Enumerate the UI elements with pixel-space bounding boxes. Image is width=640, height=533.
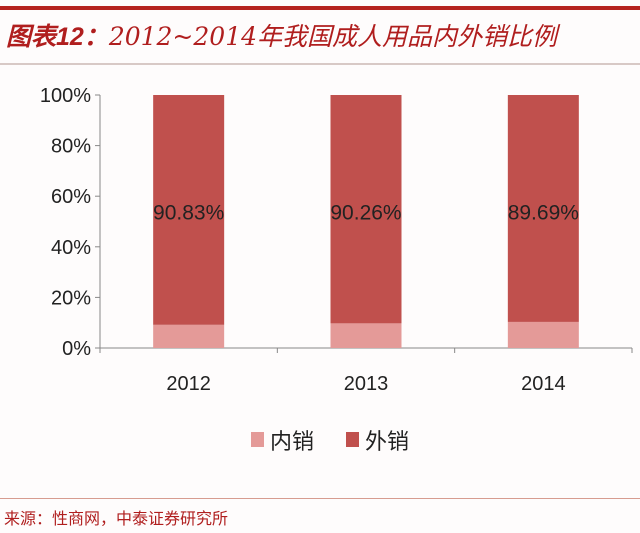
y-tick-label: 20%	[51, 287, 91, 309]
bar-内销-2012	[153, 324, 225, 348]
legend-label: 内销	[270, 430, 314, 455]
legend-swatch-外销	[346, 432, 359, 447]
bar-外销-2012	[153, 95, 225, 325]
x-tick-label: 2014	[521, 373, 566, 395]
title-rule	[0, 63, 640, 65]
source-note: 来源：性商网，中泰证券研究所	[4, 509, 229, 528]
figure-number: 图表12：	[6, 23, 109, 51]
y-tick-label: 0%	[62, 338, 91, 360]
bar-内销-2014	[507, 321, 579, 348]
y-tick-label: 60%	[51, 186, 91, 208]
legend-label: 外销	[365, 430, 409, 455]
data-label: 90.83%	[153, 201, 224, 224]
data-label: 90.26%	[330, 201, 401, 224]
bar-内销-2013	[330, 323, 402, 348]
legend-swatch-内销	[251, 432, 264, 447]
source-rule	[0, 498, 640, 499]
y-tick-label: 80%	[51, 136, 91, 158]
figure-title: 图表12：2012~2014年我国成人用品内外销比例	[6, 17, 557, 53]
y-tick-label: 40%	[51, 237, 91, 259]
bar-外销-2014	[507, 95, 579, 322]
data-label: 89.69%	[508, 201, 579, 224]
x-tick-label: 2013	[344, 373, 389, 395]
x-tick-label: 2012	[166, 373, 211, 395]
top-rule	[0, 6, 640, 10]
figure-title-text: 2012~2014年我国成人用品内外销比例	[108, 22, 558, 51]
bar-外销-2013	[330, 95, 402, 324]
y-tick-label: 100%	[40, 85, 91, 107]
